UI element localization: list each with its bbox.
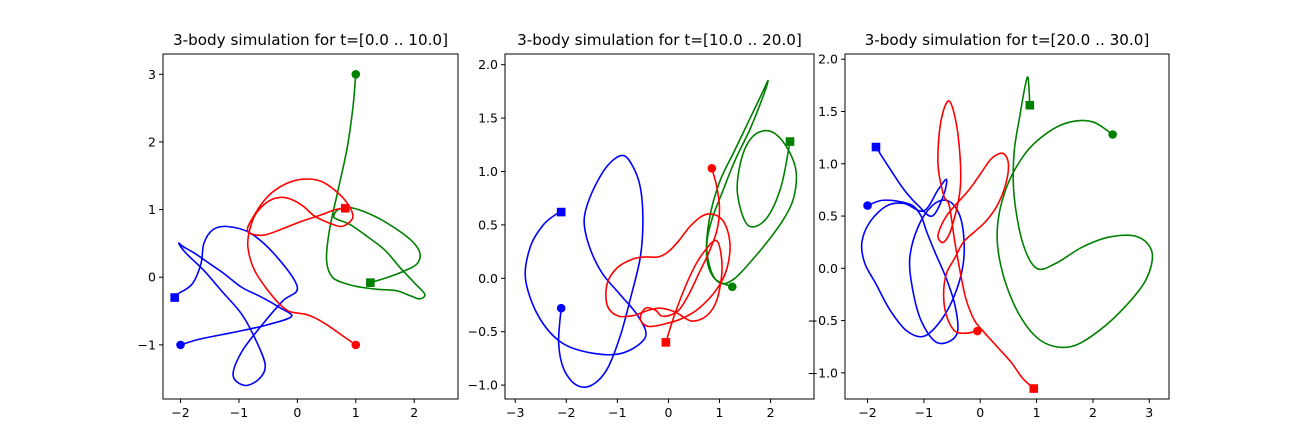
x-tick-label: −1: [230, 405, 248, 420]
green-end-marker: [366, 278, 375, 287]
y-tick-label: 1.0: [818, 156, 838, 171]
x-tick-label: 2: [767, 405, 775, 420]
y-tick-label: −1.0: [468, 378, 498, 393]
green-body-trajectory: [705, 79, 798, 288]
red-body-trajectory: [937, 100, 1035, 390]
y-tick-label: 1.5: [818, 104, 838, 119]
y-tick-label: 2: [148, 134, 156, 149]
x-tick-label: −2: [557, 405, 575, 420]
blue-end-marker: [556, 207, 566, 217]
red-start-marker: [973, 326, 982, 336]
red-start-marker: [707, 163, 717, 173]
x-tick-label: 0: [293, 405, 301, 420]
subplot-3: 3-body simulation for t=[20.0 .. 30.0] −2…: [808, 31, 1170, 420]
y-tick-label: −1: [138, 337, 156, 352]
red-end-marker: [340, 203, 350, 213]
blue-end-marker: [871, 142, 881, 152]
x-tick-label: 0: [664, 405, 672, 420]
subplot-title: 3-body simulation for t=[20.0 .. 30.0]: [865, 31, 1150, 49]
x-tick-label: 1: [1033, 405, 1041, 420]
red-start-marker: [351, 340, 361, 350]
y-tick-label: 2.0: [818, 52, 838, 67]
y-tick-label: 1.5: [478, 111, 498, 126]
green-start-marker: [727, 282, 737, 292]
traces: [173, 73, 426, 387]
subplot-2: 3-body simulation for t=[10.0 .. 20.0] −3…: [468, 31, 815, 420]
blue-start-marker: [556, 303, 566, 313]
subplot-title: 3-body simulation for t=[0.0 .. 10.0]: [173, 31, 448, 49]
y-tick-label: 0.5: [818, 209, 838, 224]
blue-body-trajectory: [173, 225, 299, 387]
red-body-trajectory: [605, 167, 731, 344]
y-tick-label: 1: [148, 202, 156, 217]
green-end-marker: [1025, 100, 1035, 110]
y-tick-label: −1.0: [808, 365, 838, 380]
plot-area-frame: [162, 53, 459, 400]
traces: [524, 79, 798, 388]
y-tick-label: 2.0: [478, 57, 498, 72]
red-end-marker: [661, 338, 671, 347]
x-tick-label: 3: [1145, 405, 1153, 420]
blue-start-marker: [176, 340, 185, 350]
y-tick-label: 0.0: [818, 261, 838, 276]
x-tick-label: 2: [410, 405, 418, 420]
x-tick-label: 1: [716, 405, 724, 420]
green-end-marker: [785, 137, 795, 146]
blue-end-marker: [170, 293, 179, 302]
y-tick-label: −0.5: [468, 324, 498, 339]
green-start-marker: [351, 69, 361, 79]
y-tick-label: 0: [148, 270, 156, 285]
y-tick-label: 0.0: [478, 271, 498, 286]
y-tick-label: −0.5: [808, 313, 838, 328]
subplot-1: 3-body simulation for t=[0.0 .. 10.0] −2 −…: [138, 31, 459, 420]
x-tick-label: −2: [858, 405, 876, 420]
blue-start-marker: [863, 201, 872, 210]
blue-body-trajectory: [524, 154, 647, 388]
x-tick-label: −3: [506, 405, 524, 420]
plot-area-frame: [844, 53, 1170, 400]
subplot-title: 3-body simulation for t=[10.0 .. 20.0]: [517, 31, 802, 49]
x-tick-label: 2: [1089, 405, 1097, 420]
x-tick-label: −1: [915, 405, 933, 420]
green-body-trajectory: [996, 76, 1154, 349]
y-tick-label: 3: [148, 67, 156, 82]
x-tick-label: 0: [976, 405, 984, 420]
red-end-marker: [1029, 384, 1039, 393]
traces: [860, 76, 1154, 390]
green-body-trajectory: [325, 73, 426, 300]
x-tick-label: −1: [608, 405, 626, 420]
red-body-trajectory: [246, 178, 357, 346]
x-tick-label: 1: [352, 405, 360, 420]
plot-area-frame: [504, 53, 815, 400]
x-tick-label: −2: [171, 405, 189, 420]
green-start-marker: [1108, 130, 1117, 139]
y-tick-label: 1.0: [478, 164, 498, 179]
y-tick-label: 0.5: [478, 217, 498, 232]
